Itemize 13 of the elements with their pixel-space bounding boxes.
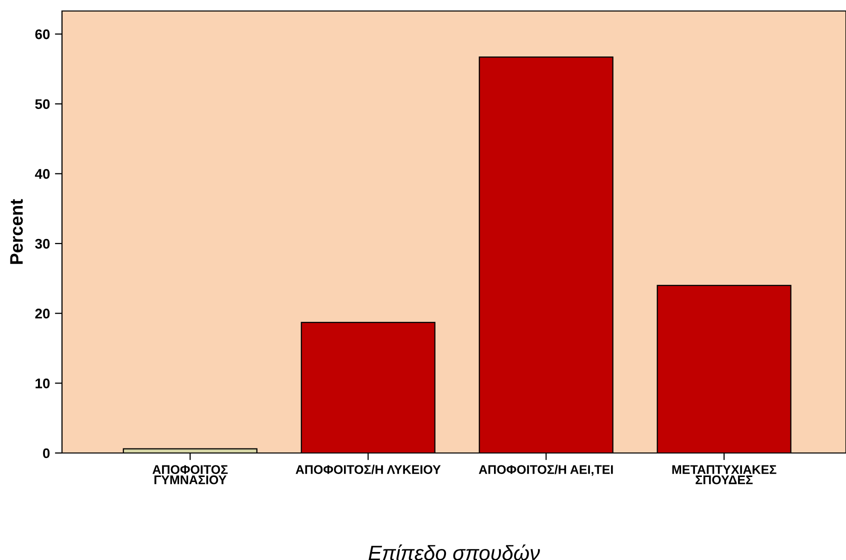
y-tick-label: 10: [36, 378, 50, 388]
x-tick-label: ΑΠΟΦΟΙΤΟΣ ΓΥΜΝΑΣΙΟΥ: [152, 465, 228, 484]
y-axis-title: Percent: [10, 199, 23, 264]
y-tick-label: 0: [43, 448, 50, 458]
y-tick-label: 20: [35, 308, 50, 319]
x-tick-label: ΜΕΤΑΠΤΥΧΙΑΚΕΣ ΣΠΟΥΔΕΣ: [672, 465, 776, 484]
y-tick-label: 50: [35, 99, 50, 110]
x-axis-title: Επίπεδο σπουδών: [368, 544, 540, 560]
y-tick-label: 40: [34, 169, 50, 179]
x-tick-label: ΑΠΟΦΟΙΤΟΣ/Η ΛΥΚΕΙΟΥ: [296, 464, 441, 474]
x-tick-label: ΑΠΟΦΟΙΤΟΣ/Η ΑΕΙ,ΤΕΙ: [478, 464, 613, 476]
y-tick-label: 60: [35, 29, 50, 40]
y-tick-label: 30: [35, 238, 50, 249]
